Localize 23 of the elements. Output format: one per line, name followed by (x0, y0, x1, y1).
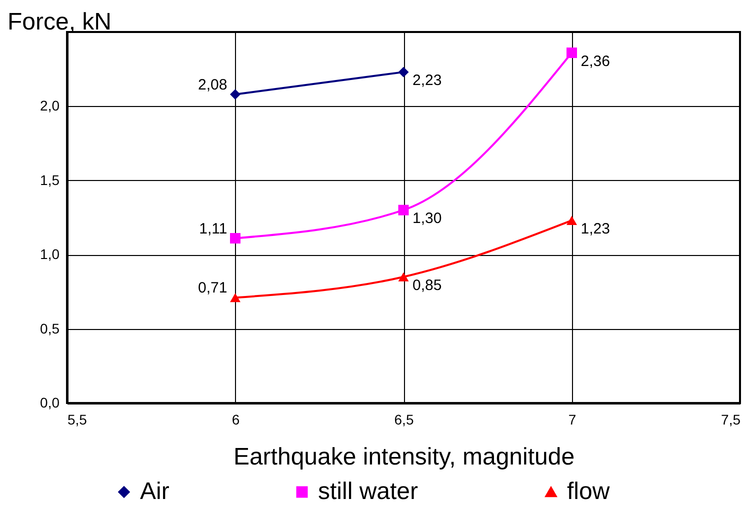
legend-label: Air (140, 478, 170, 505)
x-tick-label: 7,5 (721, 412, 741, 428)
data-label: 0,71 (198, 280, 228, 297)
y-axis-title: Force, kN (8, 8, 112, 36)
y-tick-label: 0,0 (40, 394, 60, 410)
y-tick-label: 0,5 (40, 320, 60, 336)
y-tick-label: 2,0 (40, 98, 60, 114)
x-tick-label: 5,5 (68, 412, 88, 428)
data-label: 0,85 (412, 276, 442, 294)
x-tick-label: 7 (568, 412, 576, 428)
x-tick-label: 6 (232, 412, 240, 428)
legend-label: still water (318, 478, 418, 505)
data-label: 2,36 (580, 52, 610, 70)
legend-label: flow (567, 478, 610, 505)
data-label: 1,30 (412, 210, 442, 228)
x-tick-label: 6,5 (394, 412, 414, 428)
y-tick-label: 1,5 (40, 172, 60, 188)
data-label: 2,08 (198, 76, 228, 94)
data-label: 1,11 (199, 220, 228, 238)
y-tick-label: 1,0 (40, 246, 60, 262)
data-label: 2,23 (412, 72, 442, 90)
x-axis-title: Earthquake intensity, magnitude (233, 444, 575, 470)
data-label: 1,23 (580, 220, 610, 238)
